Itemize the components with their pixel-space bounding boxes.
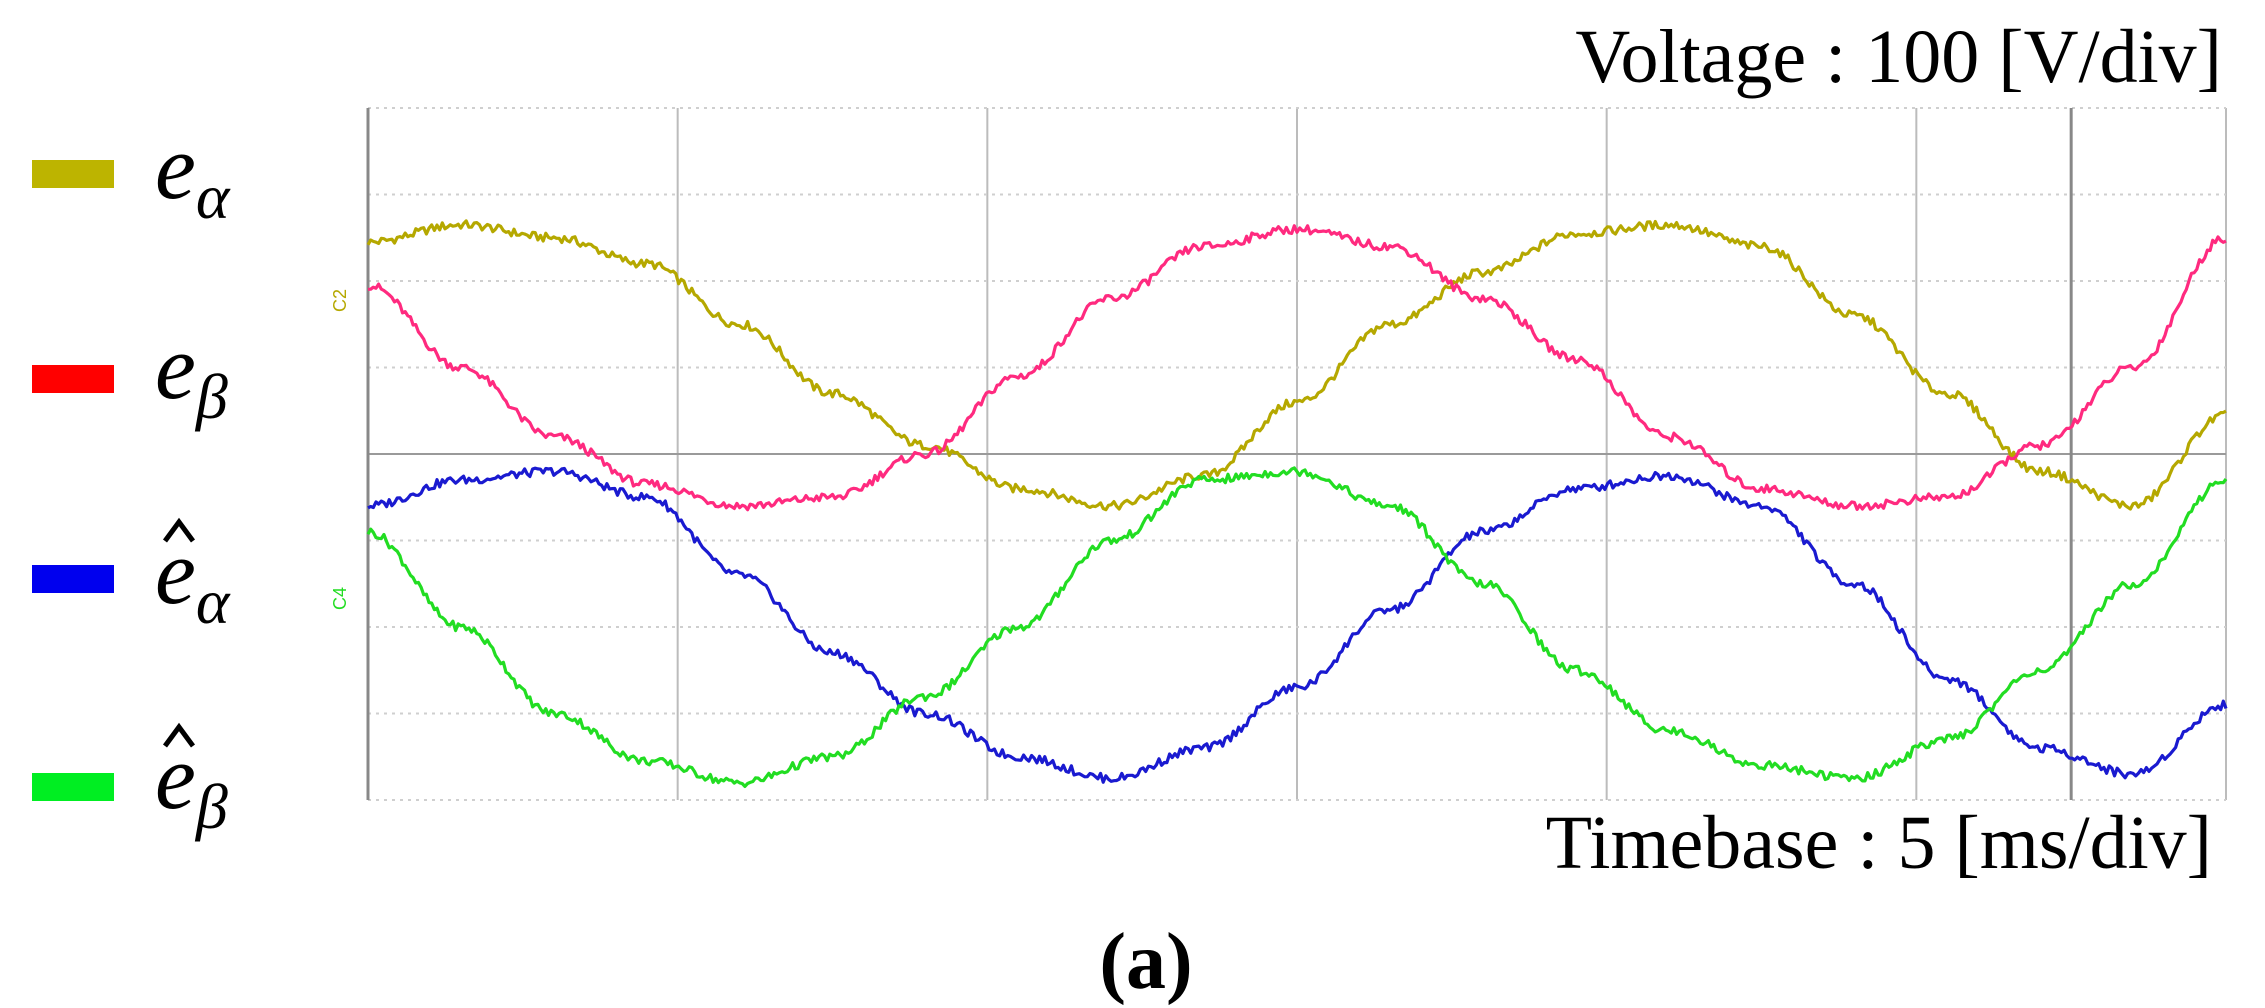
legend-label-e-alpha: eα [155,116,231,232]
legend-label-e-beta: eβ [155,316,228,432]
voltage-scale-label: Voltage : 100 [V/div] [1575,15,2222,99]
series-line-0-e- [366,219,2227,512]
hat-accent-icon [162,517,196,543]
legend-swatch-e-hat-alpha [32,565,114,593]
hat-accent-icon [162,722,196,748]
figure-caption: (a) [1099,918,1192,1006]
legend-swatch-e-hat-beta [32,773,114,801]
timebase-scale-label: Timebase : 5 [ms/div] [1546,801,2212,885]
series-line-2-- [367,466,2228,784]
legend-swatch-e-alpha [32,160,114,188]
legend-swatch-e-beta [32,365,114,393]
plot-area [366,107,2228,801]
channel-marker-c2: C2 [330,289,350,312]
series-line-1-e- [367,224,2227,512]
channel-marker-c4: C4 [330,587,350,610]
legend-label-e-hat-beta: eβ [155,726,228,842]
series-line-3-- [366,466,2228,788]
